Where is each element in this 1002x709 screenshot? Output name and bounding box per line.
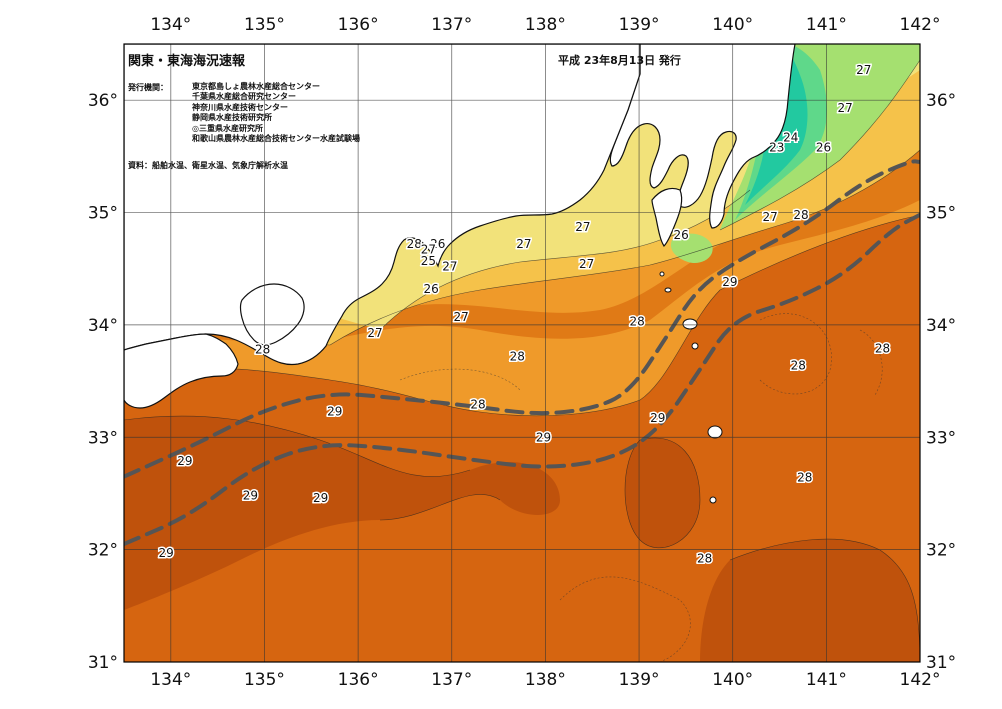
warm-water-29-mid <box>625 438 700 548</box>
longitude-tick-label: 134° <box>150 15 191 35</box>
temperature-label: 28 <box>793 208 808 222</box>
latitude-tick-label: 33° <box>926 428 956 448</box>
temperature-label: 28 <box>630 315 645 329</box>
latitude-tick-label: 34° <box>88 316 118 336</box>
longitude-tick-label: 135° <box>244 670 285 690</box>
temperature-label: 26 <box>674 228 689 242</box>
dotted-contours <box>399 313 883 662</box>
issuer-item: 東京都島しょ農林水産総合センター <box>192 82 320 91</box>
temperature-label: 27 <box>453 310 468 324</box>
sea-surface-temperature-field <box>124 44 920 662</box>
longitude-tick-label: 135° <box>244 15 285 35</box>
longitude-tick-label: 142° <box>900 15 941 35</box>
temperature-label: 27 <box>837 101 852 115</box>
longitude-tick-label: 139° <box>619 15 660 35</box>
temperature-label: 27 <box>579 257 594 271</box>
temperature-label: 27 <box>575 220 590 234</box>
temperature-label: 27 <box>442 259 457 273</box>
kanto-land <box>609 44 796 229</box>
latitude-tick-label: 36° <box>926 91 956 111</box>
plot-frame <box>123 43 921 663</box>
warm-water-29-region <box>124 215 920 662</box>
longitude-tick-label: 138° <box>525 670 566 690</box>
longitude-tick-label: 140° <box>712 15 753 35</box>
temperature-label: 29 <box>177 454 192 468</box>
map-title: 関東・東海海況速報 <box>128 54 246 69</box>
temperature-label: 29 <box>243 489 258 503</box>
temperature-label: 26 <box>816 140 831 154</box>
warm-water-29-east <box>700 539 920 662</box>
landmass <box>124 44 796 409</box>
temperature-label: 28 <box>797 471 812 485</box>
issuer-item: 和歌山県農林水産総合技術センター水産試験場 <box>192 134 360 144</box>
longitude-tick-label: 141° <box>806 15 847 35</box>
temperature-label: 24 <box>783 130 798 144</box>
kuroshio-axes <box>124 159 920 547</box>
issue-date: 平成 23年8月13日 発行 <box>558 54 681 67</box>
temperature-label: 29 <box>650 411 665 425</box>
temperature-label: 28 <box>470 398 485 412</box>
axis-tick-labels: 134° 134° 135° 135° 136° 136° 137° 137° 138° 138°… <box>88 15 956 690</box>
temperature-label: 28 <box>255 343 270 357</box>
izu-islands <box>659 271 723 504</box>
temperature-label: 26 <box>430 237 445 251</box>
longitude-tick-label: 141° <box>806 670 847 690</box>
temperature-label: 26 <box>424 282 439 296</box>
latitude-tick-label: 35° <box>926 204 956 224</box>
latitude-tick-label: 34° <box>926 316 956 336</box>
latitude-tick-label: 35° <box>88 204 118 224</box>
tokai-land <box>124 44 641 366</box>
longitude-tick-label: 137° <box>431 15 472 35</box>
temperature-label: 27 <box>856 63 871 77</box>
temperature-label: 25 <box>421 254 436 268</box>
temperature-label: 28 <box>875 342 890 356</box>
temperature-label: 27 <box>367 326 382 340</box>
longitude-tick-label: 142° <box>900 670 941 690</box>
temperature-label: 28 <box>407 237 422 251</box>
temperature-label: 29 <box>313 491 328 505</box>
latitude-tick-label: 36° <box>88 91 118 111</box>
issuer-label: 発行機関： <box>128 83 168 92</box>
issuer-item: 静岡県水産技術研究所 <box>192 113 272 123</box>
temperature-label: 28 <box>510 349 525 363</box>
longitude-tick-label: 137° <box>431 670 472 690</box>
izu-peninsula <box>651 187 683 247</box>
temperature-label: 28 <box>791 358 806 372</box>
kii-peninsula <box>239 283 305 346</box>
latitude-tick-label: 31° <box>926 653 956 673</box>
longitude-tick-label: 136° <box>338 15 379 35</box>
temperature-label: 29 <box>159 546 174 560</box>
cold-water-izu <box>670 233 713 264</box>
kuroshio-axis-south <box>124 212 920 547</box>
latitude-tick-label: 32° <box>88 541 118 561</box>
latitude-tick-label: 31° <box>88 653 118 673</box>
kuroshio-axis-north <box>124 159 920 479</box>
latitude-tick-label: 33° <box>88 428 118 448</box>
temperature-label: 27 <box>421 243 436 257</box>
lat-lon-grid <box>124 44 920 662</box>
issuer-item: 神奈川県水産技術センター <box>192 102 288 112</box>
longitude-tick-label: 134° <box>150 670 191 690</box>
issuer-list: 東京都島しょ農林水産総合センター 千葉県水産総合研究センター 神奈川県水産技術セ… <box>192 82 360 144</box>
temperature-label: 29 <box>722 275 737 289</box>
temperature-label: 29 <box>536 430 551 444</box>
temperature-label: 28 <box>697 552 712 566</box>
longitude-tick-label: 139° <box>619 670 660 690</box>
issuer-item: 千葉県水産総合研究センター <box>192 92 296 102</box>
temperature-label: 27 <box>516 237 531 251</box>
longitude-tick-label: 140° <box>712 670 753 690</box>
latitude-tick-label: 32° <box>926 541 956 561</box>
data-source: 資料：船舶水温、衛星水温、気象庁解析水温 <box>128 161 288 170</box>
temperature-label: 29 <box>327 404 342 418</box>
shikoku-land <box>124 333 239 409</box>
warm-water-29-core <box>124 416 560 610</box>
longitude-tick-label: 136° <box>338 670 379 690</box>
temperature-label: 23 <box>769 140 784 154</box>
temperature-label: 27 <box>763 210 778 224</box>
issuer-item: ◎三重県水産研究所 <box>192 123 263 133</box>
longitude-tick-label: 138° <box>525 15 566 35</box>
